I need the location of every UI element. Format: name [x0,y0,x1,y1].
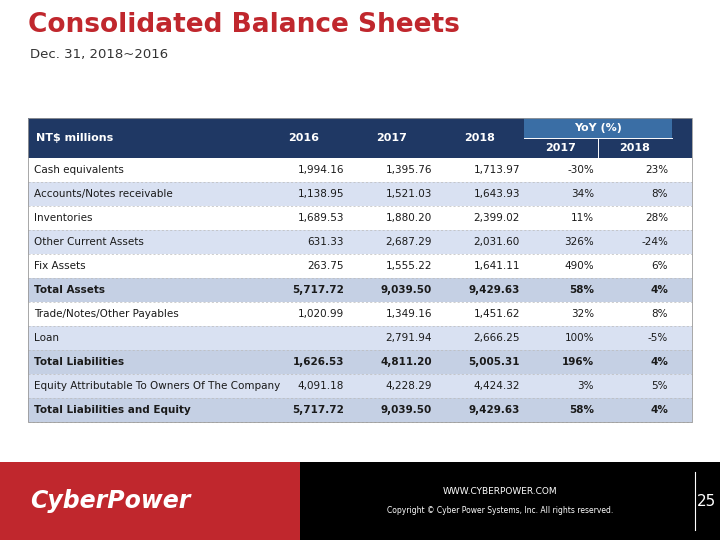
Text: 196%: 196% [562,357,594,367]
Bar [28,302,692,326]
Text: -5%: -5% [648,333,668,343]
Text: 9,039.50: 9,039.50 [381,405,432,415]
Bar [28,254,692,278]
Bar [28,230,692,254]
Bar [28,206,692,230]
Bar [28,278,692,302]
Bar [28,118,692,158]
Bar [28,118,692,422]
Text: 4%: 4% [650,405,668,415]
Text: 34%: 34% [571,189,594,199]
Text: 5,717.72: 5,717.72 [292,405,344,415]
Text: 2017: 2017 [377,133,408,143]
Text: 8%: 8% [652,189,668,199]
Text: 2016: 2016 [289,133,320,143]
Text: Inventories: Inventories [34,213,92,223]
Text: YoY (%): YoY (%) [574,123,622,133]
Text: 9,039.50: 9,039.50 [381,285,432,295]
Bar [28,350,692,374]
Text: 490%: 490% [564,261,594,271]
Text: NT$ millions: NT$ millions [36,133,113,143]
Text: 25: 25 [698,494,716,509]
Text: Loan: Loan [34,333,59,343]
Bar [28,326,692,350]
Text: 2,031.60: 2,031.60 [474,237,520,247]
Text: 1,451.62: 1,451.62 [474,309,520,319]
Bar [0,462,300,540]
Text: Consolidated Balance Sheets: Consolidated Balance Sheets [28,12,460,38]
Text: 1,020.99: 1,020.99 [298,309,344,319]
Bar [28,182,692,206]
Bar [28,398,692,422]
Text: Dec. 31, 2018~2016: Dec. 31, 2018~2016 [30,48,168,61]
Text: 6%: 6% [652,261,668,271]
Text: WWW.CYBERPOWER.COM: WWW.CYBERPOWER.COM [443,487,557,496]
Text: 58%: 58% [569,405,594,415]
Text: 4,811.20: 4,811.20 [380,357,432,367]
Text: 1,138.95: 1,138.95 [297,189,344,199]
Text: 28%: 28% [645,213,668,223]
Text: 32%: 32% [571,309,594,319]
Text: 23%: 23% [645,165,668,175]
Text: 326%: 326% [564,237,594,247]
Text: Trade/Notes/Other Payables: Trade/Notes/Other Payables [34,309,179,319]
Text: 1,626.53: 1,626.53 [292,357,344,367]
Text: 8%: 8% [652,309,668,319]
Text: 1,555.22: 1,555.22 [385,261,432,271]
Text: 9,429.63: 9,429.63 [469,405,520,415]
Bar [524,118,672,138]
Text: -30%: -30% [567,165,594,175]
Text: 9,429.63: 9,429.63 [469,285,520,295]
Bar [28,158,692,182]
Text: 1,994.16: 1,994.16 [297,165,344,175]
Text: Other Current Assets: Other Current Assets [34,237,144,247]
Text: 4%: 4% [650,357,668,367]
Text: 1,689.53: 1,689.53 [297,213,344,223]
Text: 2018: 2018 [620,143,650,153]
Text: 2017: 2017 [546,143,577,153]
Text: 3%: 3% [577,381,594,391]
Text: Total Liabilities: Total Liabilities [34,357,124,367]
Bar [28,374,692,398]
Text: Equity Attributable To Owners Of The Company: Equity Attributable To Owners Of The Com… [34,381,280,391]
Text: 263.75: 263.75 [307,261,344,271]
Text: 2018: 2018 [464,133,495,143]
Text: Copyright © Cyber Power Systems, Inc. All rights reserved.: Copyright © Cyber Power Systems, Inc. Al… [387,506,613,515]
Text: 4,228.29: 4,228.29 [385,381,432,391]
Text: 58%: 58% [569,285,594,295]
Text: 4,091.18: 4,091.18 [297,381,344,391]
Text: 5%: 5% [652,381,668,391]
Text: Cash equivalents: Cash equivalents [34,165,124,175]
Text: Fix Assets: Fix Assets [34,261,86,271]
Text: 2,687.29: 2,687.29 [385,237,432,247]
Text: 2,399.02: 2,399.02 [474,213,520,223]
Text: 5,005.31: 5,005.31 [469,357,520,367]
Text: 1,880.20: 1,880.20 [386,213,432,223]
Text: Total Liabilities and Equity: Total Liabilities and Equity [34,405,191,415]
Text: 4%: 4% [650,285,668,295]
Text: 4,424.32: 4,424.32 [474,381,520,391]
Text: 5,717.72: 5,717.72 [292,285,344,295]
Text: 1,713.97: 1,713.97 [474,165,520,175]
Text: 1,395.76: 1,395.76 [385,165,432,175]
Text: 631.33: 631.33 [307,237,344,247]
Text: 1,521.03: 1,521.03 [386,189,432,199]
Text: -24%: -24% [641,237,668,247]
Text: Accounts/Notes receivable: Accounts/Notes receivable [34,189,173,199]
Text: 1,643.93: 1,643.93 [474,189,520,199]
Text: 1,349.16: 1,349.16 [385,309,432,319]
Text: 100%: 100% [564,333,594,343]
Text: 1,641.11: 1,641.11 [474,261,520,271]
Text: 2,791.94: 2,791.94 [385,333,432,343]
Text: Total Assets: Total Assets [34,285,105,295]
Text: CyberPower: CyberPower [30,489,190,513]
Text: 11%: 11% [571,213,594,223]
Bar [300,462,720,540]
Text: 2,666.25: 2,666.25 [474,333,520,343]
